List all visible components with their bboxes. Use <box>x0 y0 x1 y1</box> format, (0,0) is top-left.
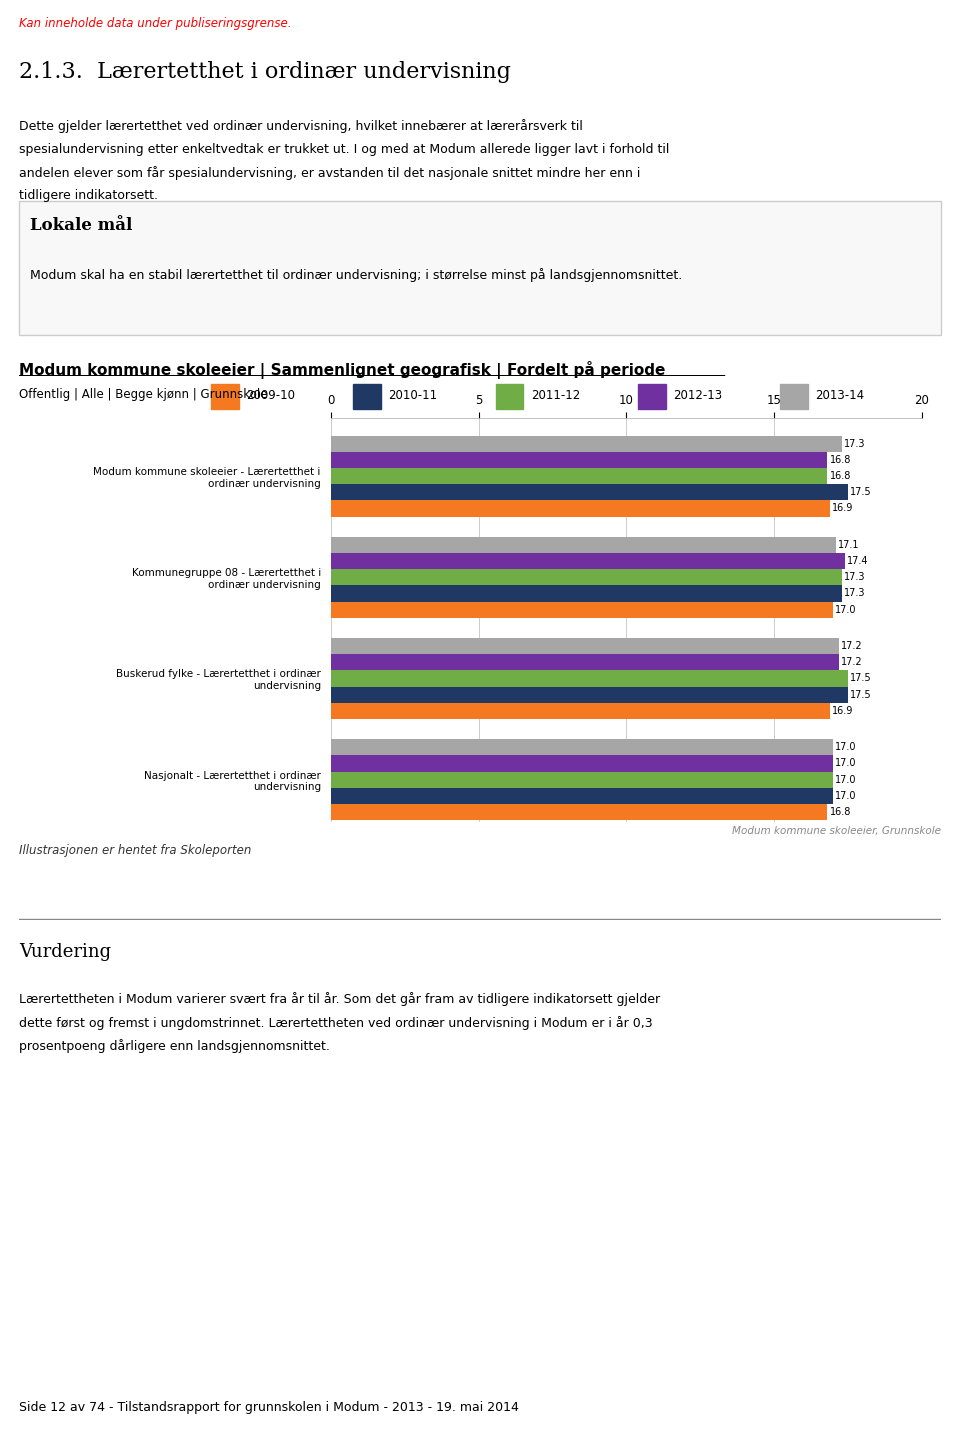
Text: 16.9: 16.9 <box>832 706 853 716</box>
Text: 17.2: 17.2 <box>841 658 863 668</box>
Bar <box>495 384 523 409</box>
Text: 17.5: 17.5 <box>851 674 872 684</box>
Text: Illustrasjonen er hentet fra Skoleporten: Illustrasjonen er hentet fra Skoleporten <box>19 844 252 857</box>
Text: 2012-13: 2012-13 <box>673 390 722 402</box>
Bar <box>211 384 239 409</box>
Text: 17.3: 17.3 <box>844 588 866 598</box>
Text: 17.0: 17.0 <box>835 774 857 784</box>
Bar <box>331 671 848 687</box>
Text: Side 12 av 74 - Tilstandsrapport for grunnskolen i Modum - 2013 - 19. mai 2014: Side 12 av 74 - Tilstandsrapport for gru… <box>19 1401 519 1414</box>
Text: 17.0: 17.0 <box>835 605 857 614</box>
Text: tidligere indikatorsett.: tidligere indikatorsett. <box>19 189 158 202</box>
FancyBboxPatch shape <box>19 201 941 335</box>
Text: Vurdering: Vurdering <box>19 943 111 960</box>
Text: prosentpoeng dårligere enn landsgjennomsnittet.: prosentpoeng dårligere enn landsgjennoms… <box>19 1039 330 1053</box>
Bar <box>353 384 381 409</box>
Bar <box>331 485 848 501</box>
Bar <box>331 501 830 517</box>
Text: 17.5: 17.5 <box>851 690 872 700</box>
Text: 16.8: 16.8 <box>829 455 851 466</box>
Text: Lærertettheten i Modum varierer svært fra år til år. Som det går fram av tidlige: Lærertettheten i Modum varierer svært fr… <box>19 992 660 1007</box>
Text: 17.3: 17.3 <box>844 572 866 582</box>
Text: Modum kommune skoleeier, Grunnskole: Modum kommune skoleeier, Grunnskole <box>732 826 941 837</box>
Text: 2010-11: 2010-11 <box>389 390 438 402</box>
Text: 17.3: 17.3 <box>844 439 866 450</box>
Text: 17.0: 17.0 <box>835 790 857 800</box>
Bar <box>331 569 842 585</box>
Text: 2009-10: 2009-10 <box>246 390 296 402</box>
Text: dette først og fremst i ungdomstrinnet. Lærertettheten ved ordinær undervisning : dette først og fremst i ungdomstrinnet. … <box>19 1016 653 1030</box>
Bar <box>331 436 842 453</box>
Text: andelen elever som får spesialundervisning, er avstanden til det nasjonale snitt: andelen elever som får spesialundervisni… <box>19 166 640 180</box>
Text: 16.8: 16.8 <box>829 808 851 816</box>
Text: Modum kommune skoleeier | Sammenlignet geografisk | Fordelt på periode: Modum kommune skoleeier | Sammenlignet g… <box>19 361 665 378</box>
Text: 17.4: 17.4 <box>848 556 869 566</box>
Text: 2011-12: 2011-12 <box>531 390 580 402</box>
Bar <box>638 384 665 409</box>
Bar <box>331 755 833 771</box>
Text: 2013-14: 2013-14 <box>815 390 864 402</box>
Bar <box>331 537 836 553</box>
Bar <box>780 384 808 409</box>
Text: Modum skal ha en stabil lærertetthet til ordinær undervisning; i størrelse minst: Modum skal ha en stabil lærertetthet til… <box>31 268 683 282</box>
Text: Kan inneholde data under publiseringsgrense.: Kan inneholde data under publiseringsgre… <box>19 16 292 29</box>
Text: Offentlig | Alle | Begge kjønn | Grunnskole: Offentlig | Alle | Begge kjønn | Grunnsk… <box>19 388 268 402</box>
Text: 17.5: 17.5 <box>851 487 872 498</box>
Bar <box>331 687 848 703</box>
Text: 17.0: 17.0 <box>835 758 857 768</box>
Bar <box>331 469 828 485</box>
Bar <box>331 703 830 719</box>
Bar <box>331 655 839 671</box>
Text: 17.0: 17.0 <box>835 742 857 752</box>
Text: spesialundervisning etter enkeltvedtak er trukket ut. I og med at Modum allerede: spesialundervisning etter enkeltvedtak e… <box>19 143 669 156</box>
Bar <box>331 601 833 617</box>
Bar <box>331 585 842 601</box>
Bar <box>331 771 833 787</box>
Text: Dette gjelder lærertetthet ved ordinær undervisning, hvilket innebærer at lærerå: Dette gjelder lærertetthet ved ordinær u… <box>19 119 583 134</box>
Bar <box>331 739 833 755</box>
Text: 16.9: 16.9 <box>832 503 853 514</box>
Bar <box>331 639 839 655</box>
Bar <box>331 453 828 469</box>
Text: 16.8: 16.8 <box>829 471 851 482</box>
Text: 2.1.3.  Lærertetthet i ordinær undervisning: 2.1.3. Lærertetthet i ordinær undervisni… <box>19 61 511 83</box>
Bar <box>331 553 845 569</box>
Bar <box>331 803 828 819</box>
Text: 17.2: 17.2 <box>841 642 863 652</box>
Bar <box>331 787 833 803</box>
Text: Lokale mål: Lokale mål <box>31 217 132 234</box>
Text: 17.1: 17.1 <box>838 540 860 550</box>
